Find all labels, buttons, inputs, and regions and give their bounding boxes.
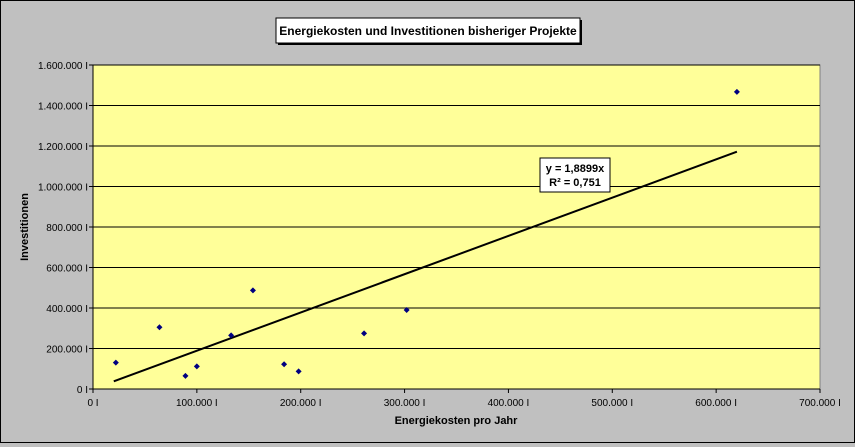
data-point: [295, 368, 302, 375]
data-point: [249, 287, 256, 294]
data-point: [182, 372, 189, 379]
x-tick-label: 700.000 I: [799, 398, 841, 409]
data-point: [361, 330, 368, 337]
x-tick-label: 400.000 I: [488, 398, 530, 409]
x-axis-ticks: 0 I 100.000 I 200.000 I 300.000 I 400.000 I 5…: [87, 389, 841, 409]
y-axis-ticks: 0 I 200.000 I 400.000 I 600.000 I 800.000 I 1…: [38, 61, 93, 396]
x-tick-label: 300.000 I: [384, 398, 426, 409]
y-tick-label: 800.000 I: [46, 223, 88, 234]
data-point: [228, 332, 235, 339]
y-tick-label: 600.000 I: [46, 264, 88, 275]
data-point: [193, 363, 200, 370]
x-tick-label: 200.000 I: [280, 398, 322, 409]
trendline-equation: y = 1,8899x: [546, 163, 605, 175]
data-point: [281, 361, 288, 368]
data-point: [403, 307, 410, 314]
x-tick-label: 100.000 I: [176, 398, 218, 409]
chart-title: Energiekosten und Investitionen bisherig…: [279, 24, 577, 38]
x-tick-label: 500.000 I: [591, 398, 633, 409]
y-tick-label: 0 I: [77, 385, 88, 396]
y-tick-label: 1.400.000 I: [38, 102, 88, 113]
y-tick-label: 1.600.000 I: [38, 61, 88, 72]
chart-title-box: Energiekosten und Investitionen bisherig…: [275, 17, 582, 45]
gridlines: [93, 64, 820, 349]
trendline-r2: R² = 0,751: [549, 177, 601, 189]
trendline-group: [113, 150, 738, 383]
data-points: [112, 88, 740, 379]
data-point: [156, 324, 163, 331]
y-tick-label: 400.000 I: [46, 304, 88, 315]
y-tick-label: 200.000 I: [46, 345, 88, 356]
data-point: [733, 88, 740, 95]
x-tick-label: 600.000 I: [695, 398, 737, 409]
trendline: [113, 150, 738, 383]
trendline-label-box: y = 1,8899x R² = 0,751: [539, 157, 611, 193]
x-tick-label: 0 I: [87, 398, 98, 409]
y-tick-label: 1.200.000 I: [38, 142, 88, 153]
data-point: [112, 359, 119, 366]
y-tick-label: 1.000.000 I: [38, 183, 88, 194]
y-axis-label: Investitionen: [19, 193, 31, 261]
x-axis-label: Energiekosten pro Jahr: [395, 415, 519, 427]
